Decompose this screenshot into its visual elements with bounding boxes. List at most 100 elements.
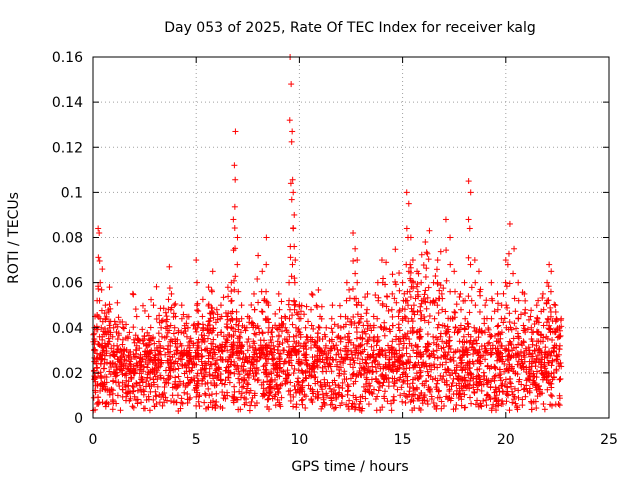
data-point: [286, 279, 293, 286]
data-point: [96, 257, 103, 264]
data-point: [547, 392, 554, 399]
x-tick-label: 0: [89, 432, 98, 448]
data-point: [456, 380, 463, 387]
data-point: [96, 229, 103, 236]
data-point: [244, 339, 251, 346]
data-point: [465, 254, 472, 261]
data-point: [552, 302, 559, 309]
data-point: [315, 330, 322, 337]
data-point: [201, 399, 208, 406]
data-point: [259, 308, 266, 315]
data-point: [447, 234, 454, 241]
data-point: [302, 404, 309, 411]
data-point: [506, 280, 513, 287]
data-point: [399, 279, 406, 286]
data-point: [551, 301, 558, 308]
data-point: [437, 361, 444, 368]
data-point: [193, 302, 200, 309]
data-point: [272, 310, 279, 317]
data-point: [328, 368, 335, 375]
data-point: [146, 407, 153, 414]
data-point: [465, 293, 472, 300]
data-point: [414, 281, 421, 288]
data-point: [484, 381, 491, 388]
data-point: [533, 405, 540, 412]
data-point: [461, 279, 468, 286]
data-point: [413, 283, 420, 290]
data-point: [449, 379, 456, 386]
data-point: [435, 309, 442, 316]
data-point: [174, 392, 181, 399]
data-point: [302, 393, 309, 400]
data-point: [234, 234, 241, 241]
data-point: [443, 277, 450, 284]
data-point: [542, 344, 549, 351]
data-point: [464, 320, 471, 327]
data-point: [476, 308, 483, 315]
data-point: [528, 307, 535, 314]
data-point: [314, 388, 321, 395]
data-point: [158, 324, 165, 331]
data-point: [334, 346, 341, 353]
data-point: [291, 383, 298, 390]
data-point: [424, 401, 431, 408]
data-point: [290, 225, 297, 232]
data-point: [511, 385, 518, 392]
data-point: [362, 294, 369, 301]
data-point: [363, 310, 370, 317]
data-point: [510, 391, 517, 398]
data-point: [255, 299, 262, 306]
data-point: [205, 301, 212, 308]
data-point: [526, 347, 533, 354]
data-point: [236, 371, 243, 378]
data-point: [503, 283, 510, 290]
data-point: [432, 297, 439, 304]
data-point: [291, 279, 298, 286]
data-point: [526, 364, 533, 371]
data-point: [403, 189, 410, 196]
data-point: [253, 370, 260, 377]
data-point: [426, 313, 433, 320]
data-point: [106, 284, 113, 291]
data-point: [354, 311, 361, 318]
data-point: [291, 365, 298, 372]
data-point: [298, 397, 305, 404]
data-point: [548, 268, 555, 275]
data-point: [231, 383, 238, 390]
data-point: [456, 293, 463, 300]
data-point: [474, 386, 481, 393]
data-point: [199, 327, 206, 334]
data-point: [388, 306, 395, 313]
data-point: [364, 326, 371, 333]
data-point: [494, 290, 501, 297]
data-point: [240, 383, 247, 390]
data-point: [515, 279, 522, 286]
data-point: [540, 401, 547, 408]
data-point: [333, 342, 340, 349]
data-point: [407, 234, 414, 241]
data-point: [407, 293, 414, 300]
data-point: [343, 279, 350, 286]
data-point: [213, 398, 220, 405]
data-point: [291, 211, 298, 218]
x-axis-label: GPS time / hours: [291, 459, 408, 475]
data-point: [437, 248, 444, 255]
data-point: [527, 313, 534, 320]
data-point: [362, 380, 369, 387]
data-point: [471, 389, 478, 396]
data-point: [352, 245, 359, 252]
x-tick-label: 5: [192, 432, 201, 448]
data-point: [178, 302, 185, 309]
data-point: [133, 313, 140, 320]
data-point: [217, 302, 224, 309]
data-point: [490, 401, 497, 408]
data-point: [418, 279, 425, 286]
data-point: [528, 398, 535, 405]
data-point: [389, 271, 396, 278]
data-point: [230, 216, 237, 223]
data-point: [350, 229, 357, 236]
data-point: [389, 313, 396, 320]
data-point: [238, 384, 245, 391]
data-point: [422, 239, 429, 246]
data-point: [170, 330, 177, 337]
